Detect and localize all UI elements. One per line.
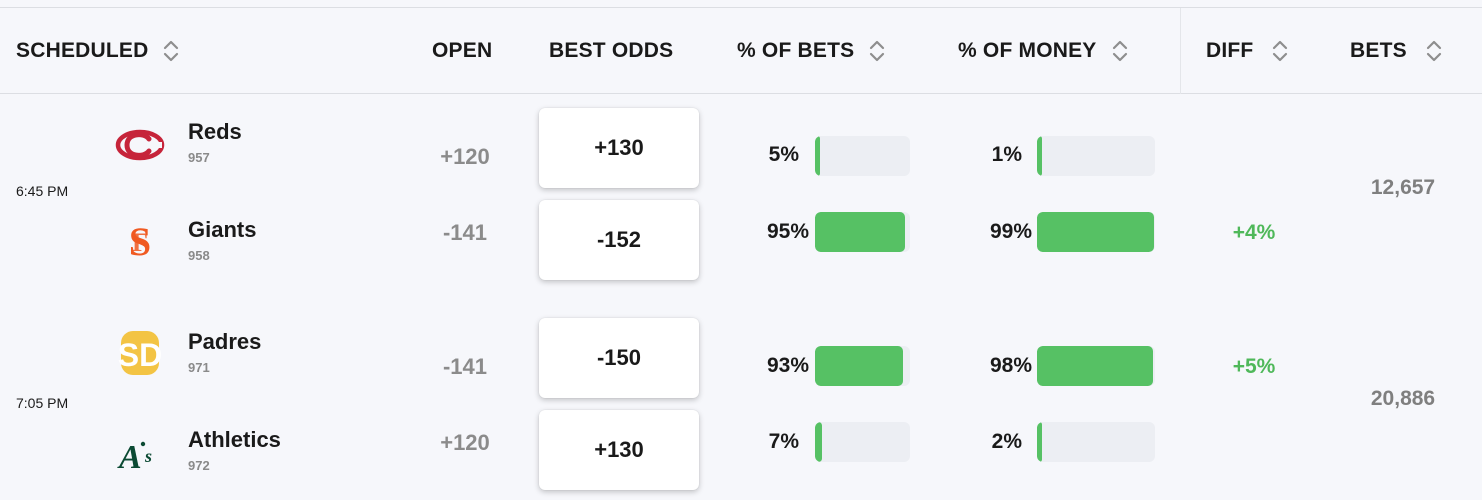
padres-logo-icon: SD xyxy=(115,328,165,378)
bets-count: 20,886 xyxy=(1370,387,1436,410)
pct-bets-header-label: % OF BETS xyxy=(737,39,855,62)
bar-fill xyxy=(1037,212,1154,252)
bets-header-label: BETS xyxy=(1350,39,1407,62)
game-time: 6:45 PM xyxy=(16,183,69,199)
bets-count: 12,657 xyxy=(1370,176,1436,199)
open-line: +120 xyxy=(440,430,490,455)
pct-money-value: 1% xyxy=(991,143,1022,166)
pct-money-value: 2% xyxy=(991,430,1022,453)
svg-text:F: F xyxy=(132,228,148,257)
pct-bets-value: 7% xyxy=(768,430,799,453)
pct-money-bar xyxy=(1037,136,1155,176)
team-rotation-number: 972 xyxy=(188,458,210,473)
team-name[interactable]: Giants xyxy=(188,217,257,242)
diff-value: +5% xyxy=(1232,355,1276,378)
pct-money-bar xyxy=(1037,422,1155,462)
best-odds-value: -150 xyxy=(596,345,642,370)
team-rotation-number: 971 xyxy=(188,360,210,375)
open-line: -141 xyxy=(442,354,488,379)
table-header: SCHEDULED OPEN BEST ODDS % OF BETS % OF … xyxy=(0,8,1482,94)
best-odds-button[interactable]: +130 xyxy=(539,108,699,188)
open-header-label: OPEN xyxy=(432,39,493,62)
best-odds-header: BEST ODDS xyxy=(549,8,673,94)
sort-icon[interactable] xyxy=(162,37,180,65)
reds-logo-icon xyxy=(115,120,165,170)
giants-logo-icon: S F xyxy=(115,215,165,265)
sort-icon[interactable] xyxy=(1111,37,1129,65)
bar-fill xyxy=(1037,346,1153,386)
pct-money-value: 99% xyxy=(989,220,1032,243)
pct-bets-value: 5% xyxy=(768,143,799,166)
athletics-logo-icon: A s xyxy=(115,428,165,478)
team-name[interactable]: Padres xyxy=(188,329,262,354)
game-time: 7:05 PM xyxy=(16,395,69,411)
pct-bets-bar xyxy=(815,422,910,462)
team-rotation-number: 957 xyxy=(188,150,210,165)
svg-text:SD: SD xyxy=(118,337,162,373)
team-name[interactable]: Reds xyxy=(188,119,242,144)
best-odds-value: -152 xyxy=(596,227,642,252)
bar-fill xyxy=(815,212,906,252)
column-separator xyxy=(1180,8,1181,94)
best-odds-value: +130 xyxy=(594,135,644,160)
pct-bets-bar xyxy=(815,136,910,176)
best-odds-value: +130 xyxy=(594,437,644,462)
best-odds-button[interactable]: -152 xyxy=(539,200,699,280)
sort-pct-money-header[interactable]: % OF MONEY xyxy=(958,8,1129,94)
svg-text:S: S xyxy=(129,219,151,264)
top-border xyxy=(0,7,1482,8)
team-rotation-number: 958 xyxy=(188,248,210,263)
best-odds-header-label: BEST ODDS xyxy=(549,39,674,62)
diff-value: +4% xyxy=(1232,221,1276,244)
sort-icon[interactable] xyxy=(868,37,886,65)
pct-bets-bar xyxy=(815,346,910,386)
pct-money-bar xyxy=(1037,212,1155,252)
open-line: -141 xyxy=(442,220,488,245)
pct-money-value: 98% xyxy=(989,354,1032,377)
sort-icon[interactable] xyxy=(1425,37,1443,65)
bar-fill xyxy=(1037,136,1042,176)
team-name[interactable]: Athletics xyxy=(188,427,281,452)
pct-bets-bar xyxy=(815,212,910,252)
bar-fill xyxy=(1037,422,1042,462)
bar-fill xyxy=(815,422,822,462)
open-header: OPEN xyxy=(432,8,492,94)
pct-money-bar xyxy=(1037,346,1155,386)
diff-header-label: DIFF xyxy=(1206,39,1254,62)
best-odds-button[interactable]: -150 xyxy=(539,318,699,398)
sort-pct-bets-header[interactable]: % OF BETS xyxy=(737,8,886,94)
svg-text:s: s xyxy=(144,446,152,466)
scheduled-header-label: SCHEDULED xyxy=(16,39,149,62)
svg-text:A: A xyxy=(117,439,142,476)
pct-bets-value: 93% xyxy=(766,354,809,377)
sort-bets-header[interactable]: BETS xyxy=(1350,8,1443,94)
pct-bets-value: 95% xyxy=(766,220,809,243)
open-line: +120 xyxy=(440,144,490,169)
sort-diff-header[interactable]: DIFF xyxy=(1206,8,1289,94)
best-odds-button[interactable]: +130 xyxy=(539,410,699,490)
pct-money-header-label: % OF MONEY xyxy=(958,39,1097,62)
bar-fill xyxy=(815,136,820,176)
sort-scheduled-header[interactable]: SCHEDULED xyxy=(16,8,180,94)
bar-fill xyxy=(815,346,904,386)
sort-icon[interactable] xyxy=(1271,37,1289,65)
